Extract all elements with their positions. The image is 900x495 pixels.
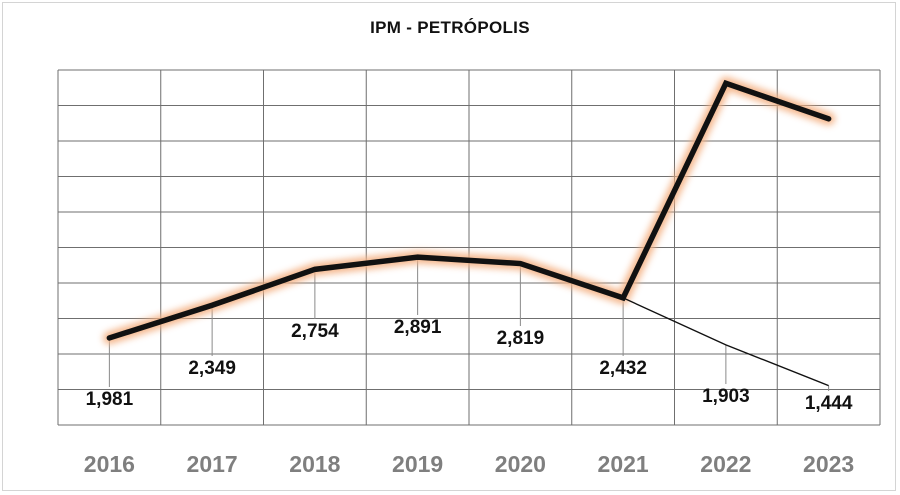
data-labels: 1,981 2,349 2,754 2,891 2,819 2,432 1,903 1,444: [86, 317, 853, 414]
series-lines: [102, 76, 836, 387]
x-tick-label: 2020: [495, 451, 546, 477]
data-label: 1,444: [805, 393, 853, 414]
plot-grid: [57, 69, 881, 426]
x-axis-ticks: 2016 2017 2018 2019 2020 2021 2022 2023: [84, 451, 854, 477]
data-label: 1,903: [702, 386, 750, 407]
data-label: 2,349: [188, 358, 236, 379]
data-label: 2,754: [291, 321, 339, 342]
series-line-main: [106, 79, 832, 341]
x-tick-label: 2017: [187, 451, 238, 477]
x-tick-label: 2023: [803, 451, 854, 477]
drop-lines: [108, 257, 830, 391]
data-label: 1,981: [86, 389, 134, 410]
data-label: 2,819: [497, 328, 545, 349]
x-tick-label: 2022: [700, 451, 751, 477]
chart-title: IPM - PETRÓPOLIS: [370, 18, 530, 37]
series-line-secondary: [622, 297, 829, 387]
x-tick-label: 2018: [289, 451, 340, 477]
x-tick-label: 2019: [392, 451, 443, 477]
x-tick-label: 2016: [84, 451, 135, 477]
data-label: 2,891: [394, 317, 442, 338]
x-tick-label: 2021: [598, 451, 649, 477]
data-label: 2,432: [599, 358, 647, 379]
